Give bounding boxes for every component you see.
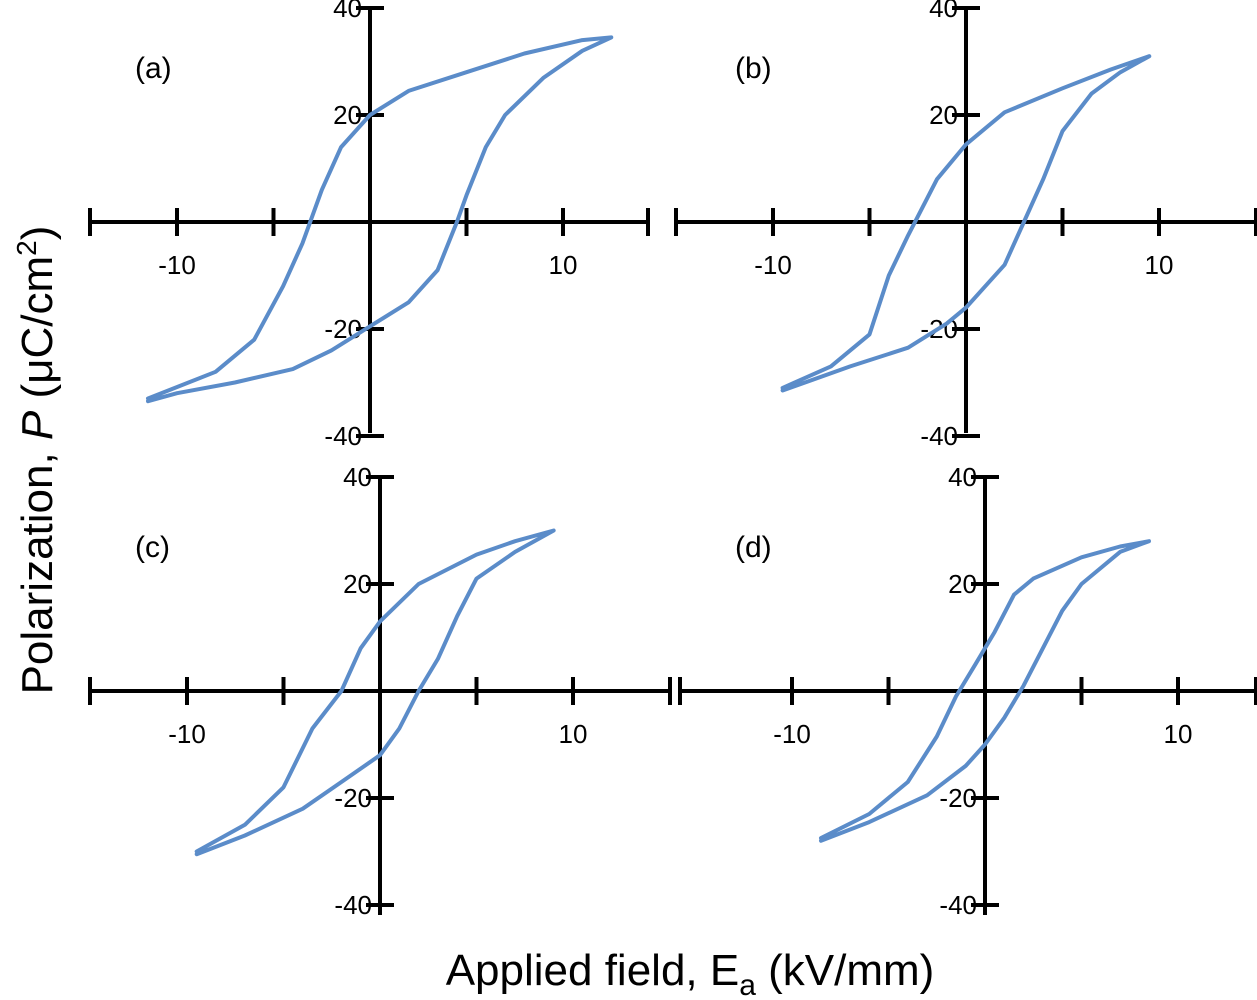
y-tick-label: -40 [334, 890, 372, 920]
x-axis-title: Applied field, Ea (kV/mm) [446, 946, 935, 1000]
y-tick-label: 20 [333, 100, 362, 130]
x-tick-label: 10 [1145, 250, 1174, 280]
y-tick-label: 40 [948, 462, 977, 492]
y-tick-label: -20 [939, 783, 977, 813]
y-tick-label: 20 [948, 569, 977, 599]
x-tick-label: 10 [549, 250, 578, 280]
panel-label: (d) [735, 531, 772, 564]
panels: 40 20 -20 -40 -10 10 (a) 40 20 -20 -40 -10 10 (b) 40 20… [88, 0, 1257, 920]
hysteresis-loop [780, 54, 1152, 393]
y-tick-label: -20 [334, 783, 372, 813]
x-tick-label: -10 [773, 719, 811, 749]
hysteresis-loop [146, 35, 614, 404]
y-tick-label: -20 [324, 314, 362, 344]
x-tick-label: -10 [168, 719, 206, 749]
y-tick-label: 20 [929, 100, 958, 130]
hysteresis-loop [819, 539, 1151, 843]
y-tick-label: 40 [343, 462, 372, 492]
panel-d: 40 20 -20 -40 -10 10 (d) [678, 462, 1257, 920]
hysteresis-loop [194, 528, 556, 857]
x-tick-label: 10 [1164, 719, 1193, 749]
panel-a: 40 20 -20 -40 -10 10 (a) [88, 0, 650, 451]
y-tick-label: 20 [343, 569, 372, 599]
y-tick-label: 40 [929, 0, 958, 23]
x-tick-label: 10 [559, 719, 588, 749]
x-tick-label: -10 [754, 250, 792, 280]
panel-c: 40 20 -20 -40 -10 10 (c) [88, 462, 672, 920]
y-tick-label: -40 [920, 421, 958, 451]
y-tick-label: 40 [333, 0, 362, 23]
y-tick-label: -40 [324, 421, 362, 451]
panel-label: (a) [135, 52, 172, 85]
y-axis-title: Polarization, P (μC/cm2) [11, 226, 62, 695]
x-tick-label: -10 [158, 250, 196, 280]
panel-label: (c) [135, 531, 170, 564]
panel-label: (b) [735, 52, 772, 85]
y-tick-label: -40 [939, 890, 977, 920]
